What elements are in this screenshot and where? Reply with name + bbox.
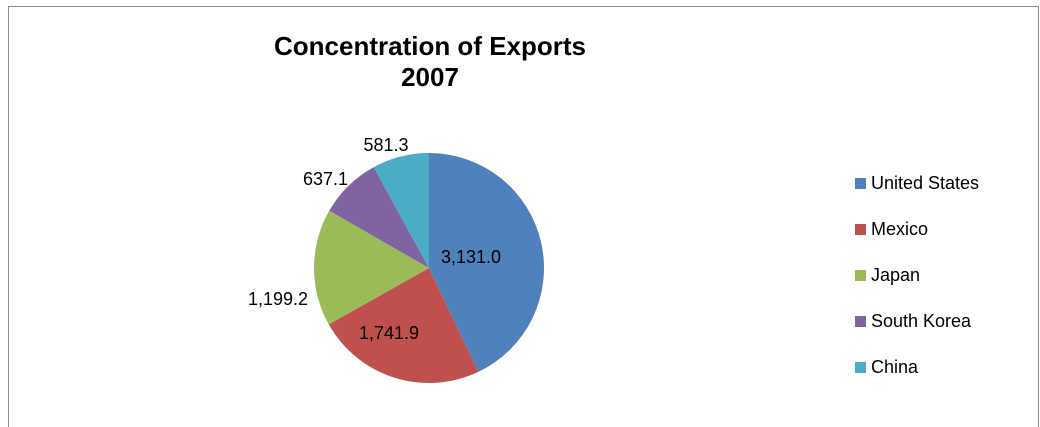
pie-slice-south-korea [329, 167, 429, 268]
pie-slice-japan [313, 210, 429, 325]
legend-item-south-korea: South Korea [855, 308, 979, 335]
chart-title: Concentration of Exports [273, 31, 586, 61]
legend-swatch [855, 316, 866, 327]
legend-swatch [855, 224, 866, 235]
data-label-united-states: 3,131.0 [441, 247, 501, 267]
legend-label: Japan [871, 265, 921, 285]
legend-swatch [855, 178, 866, 189]
data-label-south-korea: 637.1 [303, 169, 348, 189]
legend-label: China [871, 357, 919, 377]
legend-item-japan: Japan [855, 262, 979, 289]
legend-item-mexico: Mexico [855, 216, 979, 243]
legend-item-united-states: United States [855, 170, 979, 197]
legend-swatch [855, 362, 866, 373]
pie-slice-united-states [429, 152, 545, 372]
legend-label: Mexico [871, 219, 929, 239]
pie-slice-mexico [328, 268, 479, 384]
legend-item-china: China [855, 354, 979, 381]
pie-slice-china [373, 153, 429, 268]
data-label-mexico: 1,741.9 [359, 323, 419, 343]
data-label-japan: 1,199.2 [248, 289, 308, 309]
chart-subtitle: 2007 [401, 62, 459, 92]
legend-label: United States [871, 173, 980, 193]
legend-label: South Korea [871, 311, 972, 331]
data-label-china: 581.3 [363, 135, 408, 155]
legend-swatch [855, 270, 866, 281]
legend: United States Mexico Japan South Korea C… [855, 170, 979, 381]
